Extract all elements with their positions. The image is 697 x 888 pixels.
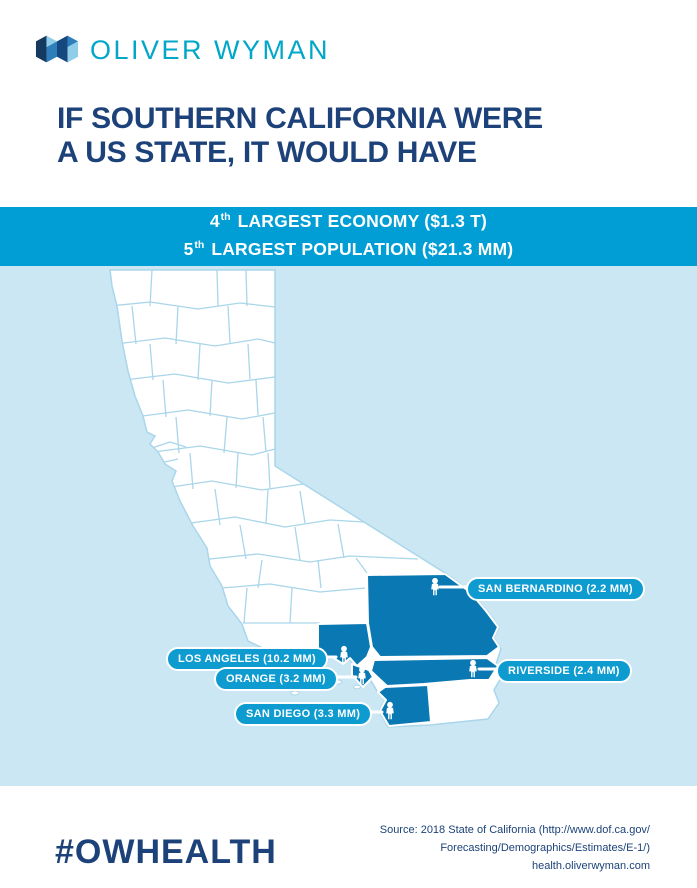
oliver-wyman-logo: OLIVER WYMAN [35, 31, 330, 69]
stats-banner: 4th LARGEST ECONOMY ($1.3 T) 5th LARGEST P… [0, 207, 697, 266]
stat-population-label: LARGEST POPULATION ($21.3 MM) [211, 238, 514, 259]
page-title-line2: A US STATE, IT WOULD HAVE [57, 136, 477, 169]
county-label-riverside: RIVERSIDE (2.4 MM) [496, 659, 632, 683]
stat-economy-rank: 4 [209, 210, 220, 231]
oliver-wyman-logo-text: OLIVER WYMAN [90, 34, 331, 65]
source-line: Source: 2018 State of California (http:/… [379, 824, 650, 836]
page-title-line1: IF SOUTHERN CALIFORNIA WERE [57, 102, 543, 135]
source-line: Forecasting/Demographics/Estimates/E-1/) [440, 842, 650, 854]
county-label-orange: ORANGE (3.2 MM) [214, 667, 338, 691]
county-shape-san-diego [377, 684, 432, 727]
county-label-san-bernardino: SAN BERNARDINO (2.2 MM) [466, 577, 645, 601]
county-label-san-diego: SAN DIEGO (3.3 MM) [234, 702, 373, 726]
county-shape-riverside [370, 657, 499, 687]
stat-population: 5th LARGEST POPULATION ($21.3 MM) [184, 237, 514, 265]
california-county-map: SAN BERNARDINO (2.2 MM) LOS ANGELES (10.… [0, 266, 697, 786]
oliver-wyman-logo-mark-icon [35, 35, 79, 63]
stat-population-ordinal: th [194, 238, 205, 251]
stat-economy-label: LARGEST ECONOMY ($1.3 T) [237, 210, 488, 231]
county-borders [110, 270, 419, 624]
hashtag: #OWHEALTH [55, 833, 277, 871]
source-line: health.oliverwyman.com [532, 860, 650, 872]
source-attribution: Source: 2018 State of California (http:/… [380, 821, 650, 875]
stat-population-rank: 5 [183, 238, 194, 259]
stat-economy: 4th LARGEST ECONOMY ($1.3 T) [210, 209, 487, 237]
stat-economy-ordinal: th [220, 210, 231, 223]
page-title: IF SOUTHERN CALIFORNIA WERE A US STATE, … [57, 102, 543, 170]
